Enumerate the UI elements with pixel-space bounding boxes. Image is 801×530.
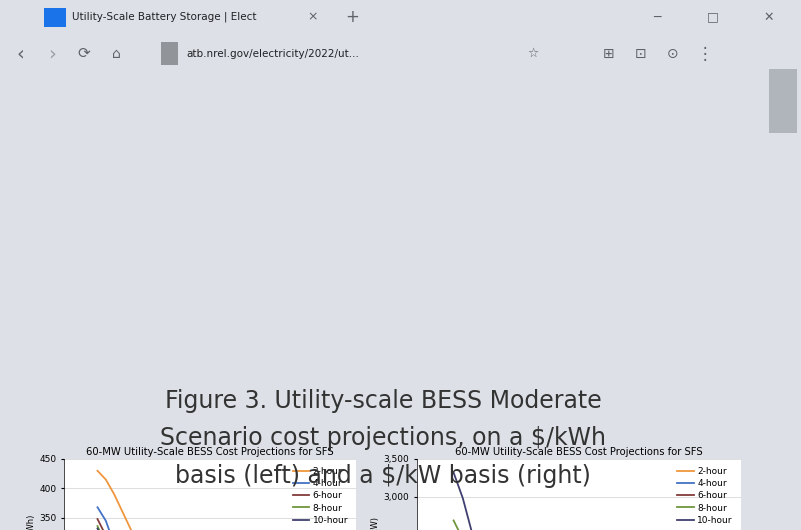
2-hour: [118, 509, 127, 515]
6-hour: [93, 516, 103, 522]
Text: ›: ›: [48, 45, 56, 63]
Bar: [161, 42, 178, 65]
2-hour: [126, 526, 135, 530]
Text: ‹: ‹: [16, 45, 24, 63]
Line: 2-hour: 2-hour: [98, 471, 356, 530]
Text: ⊙: ⊙: [667, 47, 678, 61]
Text: ⌂: ⌂: [112, 47, 120, 61]
Text: ─: ─: [653, 11, 661, 23]
Title: 60-MW Utility-Scale BESS Cost Projections for SFS: 60-MW Utility-Scale BESS Cost Projection…: [455, 447, 702, 457]
10-hour: [93, 525, 103, 530]
Line: 10-hour: 10-hour: [453, 473, 741, 530]
Text: ⋮: ⋮: [697, 45, 713, 63]
8-hour: [93, 523, 103, 529]
Y-axis label: Installed Capital Costs (2018 $/kWh): Installed Capital Costs (2018 $/kWh): [27, 515, 36, 530]
10-hour: [458, 495, 468, 501]
Text: +: +: [345, 8, 360, 26]
4-hour: [101, 518, 111, 524]
Text: ✕: ✕: [763, 11, 775, 23]
Text: □: □: [707, 11, 718, 23]
Text: ☆: ☆: [527, 47, 538, 60]
Line: 8-hour: 8-hour: [98, 526, 356, 530]
2-hour: [101, 476, 111, 483]
Text: ⟳: ⟳: [78, 46, 91, 61]
Text: ⊡: ⊡: [635, 47, 646, 61]
Text: ×: ×: [307, 10, 317, 23]
Title: 60-MW Utility-Scale BESS Cost Projections for SFS: 60-MW Utility-Scale BESS Cost Projection…: [87, 447, 334, 457]
Line: 6-hour: 6-hour: [98, 519, 356, 530]
Text: atb.nrel.gov/electricity/2022/ut...: atb.nrel.gov/electricity/2022/ut...: [187, 49, 360, 59]
Line: 4-hour: 4-hour: [98, 507, 356, 530]
2-hour: [93, 467, 103, 474]
Legend: 2-hour, 4-hour, 6-hour, 8-hour, 10-hour: 2-hour, 4-hour, 6-hour, 8-hour, 10-hour: [674, 464, 736, 528]
Bar: [768, 69, 797, 132]
Legend: 2-hour, 4-hour, 6-hour, 8-hour, 10-hour: 2-hour, 4-hour, 6-hour, 8-hour, 10-hour: [289, 464, 352, 528]
Line: 10-hour: 10-hour: [98, 528, 356, 530]
4-hour: [93, 504, 103, 510]
Y-axis label: Installed Capital Costs (2018 $/kW): Installed Capital Costs (2018 $/kW): [372, 517, 380, 530]
10-hour: [449, 470, 458, 476]
8-hour: [449, 517, 458, 524]
Bar: [44, 7, 66, 27]
Text: Figure 3. Utility-scale BESS Moderate
Scenario cost projections, on a $/kWh
basi: Figure 3. Utility-scale BESS Moderate Sc…: [160, 389, 606, 488]
2-hour: [110, 491, 119, 498]
Text: ⊞: ⊞: [603, 47, 614, 61]
Line: 8-hour: 8-hour: [453, 520, 741, 530]
Text: Utility-Scale Battery Storage | Elect: Utility-Scale Battery Storage | Elect: [71, 11, 256, 22]
